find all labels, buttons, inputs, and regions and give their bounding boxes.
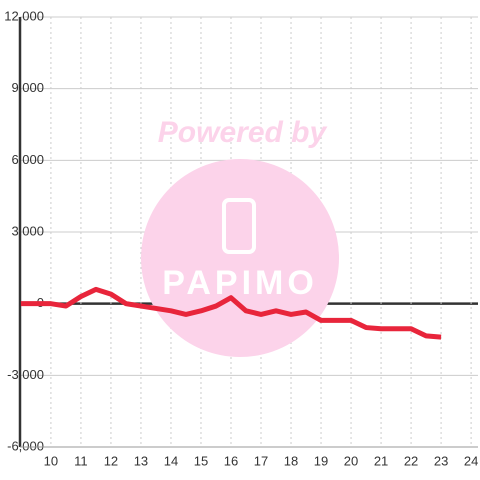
watermark: Powered by PAPIMO — [141, 116, 339, 357]
y-tick-label: 3,000 — [11, 223, 44, 238]
x-tick-label: 17 — [254, 453, 268, 468]
x-tick-label: 21 — [374, 453, 388, 468]
x-tick-label: 13 — [134, 453, 148, 468]
x-tick-label: 11 — [74, 453, 88, 468]
x-tick-label: 19 — [314, 453, 328, 468]
x-tick-label: 24 — [464, 453, 478, 468]
x-tick-label: 10 — [44, 453, 58, 468]
x-tick-label: 22 — [404, 453, 418, 468]
y-tick-label: -6,000 — [7, 438, 44, 453]
watermark-text: Powered by — [158, 116, 328, 149]
y-tick-label: -3,000 — [7, 367, 44, 382]
data-line — [20, 286, 442, 340]
watermark-icon — [222, 198, 256, 254]
x-tick-label: 16 — [224, 453, 238, 468]
x-tick-label: 14 — [164, 453, 178, 468]
x-tick-label: 12 — [104, 453, 118, 468]
x-tick-label: 15 — [194, 453, 208, 468]
y-tick-label: 9,000 — [11, 80, 44, 95]
x-tick-label: 20 — [344, 453, 358, 468]
x-tick-label: 23 — [434, 453, 448, 468]
watermark-logo: PAPIMO — [162, 264, 318, 302]
x-tick-label: 18 — [284, 453, 298, 468]
watermark-circle — [141, 159, 339, 357]
y-tick-label: 6,000 — [11, 152, 44, 167]
y-tick-label: 12,000 — [4, 8, 44, 23]
